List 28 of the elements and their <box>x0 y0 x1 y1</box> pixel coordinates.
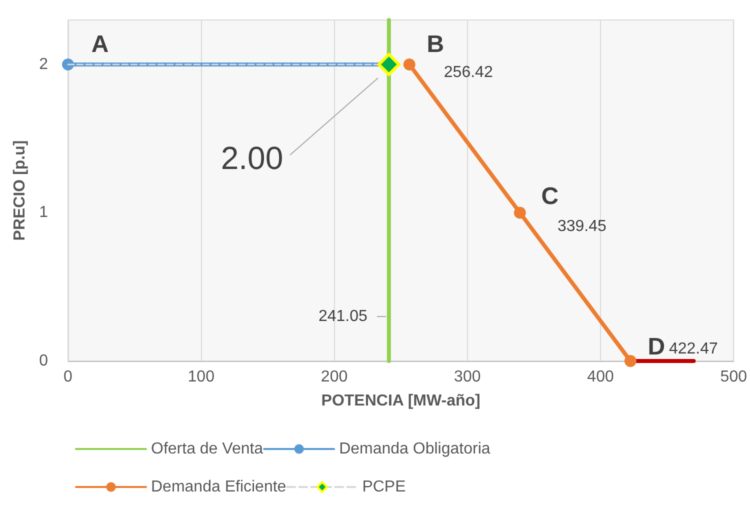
x-tick-label: 400 <box>587 368 614 386</box>
point <box>62 58 74 70</box>
annotation: D <box>648 334 666 360</box>
x-axis-title: POTENCIA [MW-año] <box>321 392 480 410</box>
annotation: 339.45 <box>557 218 606 236</box>
x-tick-label: 100 <box>188 368 215 386</box>
legend-label: Oferta de Venta <box>151 440 264 458</box>
x-tick-label: 0 <box>64 368 73 386</box>
y-tick-label: 2 <box>39 56 48 73</box>
annotation: A <box>91 30 109 58</box>
annotation: 256.42 <box>444 64 493 81</box>
annotation: B <box>426 30 444 58</box>
legend-label: Demanda Eficiente <box>151 478 286 496</box>
point <box>514 206 526 219</box>
y-tick-label: 0 <box>39 352 48 370</box>
point <box>624 355 636 367</box>
legend-label: Demanda Obligatoria <box>339 440 490 458</box>
x-tick-label: 200 <box>320 368 348 386</box>
x-tick-label: 500 <box>720 368 748 386</box>
annotation: C <box>541 183 559 210</box>
annotation: 2.00 <box>220 140 284 176</box>
annotation: 241.05 <box>318 308 368 326</box>
x-tick-label: 300 <box>454 368 481 386</box>
y-axis-title: PRECIO [p.u] <box>12 140 28 241</box>
annotation: 422.47 <box>668 340 718 358</box>
point <box>403 58 416 70</box>
y-tick-label: 1 <box>39 204 48 222</box>
legend-label: PCPE <box>362 478 406 496</box>
